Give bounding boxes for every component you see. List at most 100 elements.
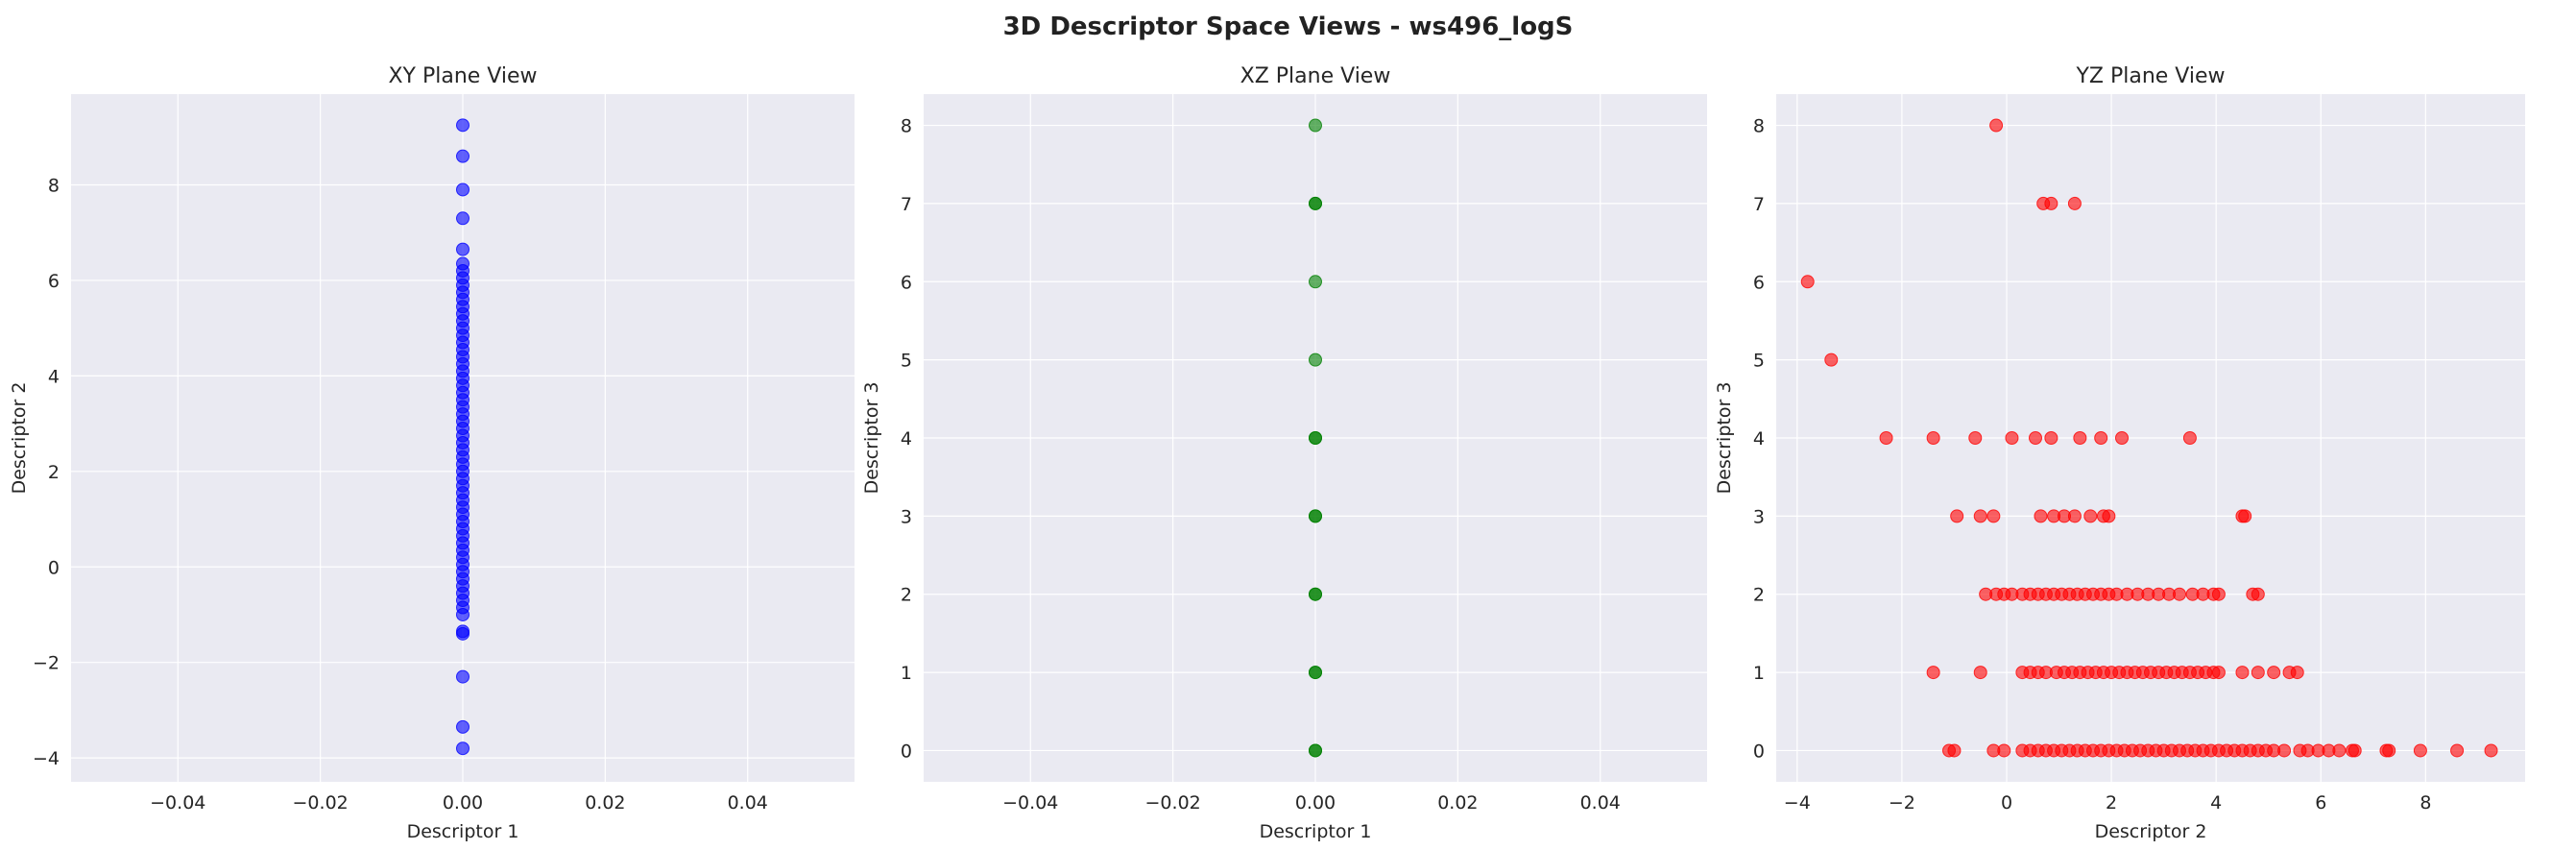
data-point: [2067, 509, 2082, 523]
data-point: [456, 741, 469, 756]
data-point: [2034, 509, 2048, 523]
x-tick-label: 0.04: [1580, 792, 1621, 814]
data-point: [2251, 666, 2265, 680]
y-tick-label: 2: [1753, 585, 1765, 606]
y-tick-label: 0: [48, 557, 60, 578]
data-point: [2094, 431, 2108, 445]
x-tick-label: 0.02: [585, 792, 625, 814]
data-point: [1309, 196, 1322, 210]
data-point: [2102, 509, 2116, 523]
y-tick-label: 5: [1753, 351, 1765, 372]
subplot-title: XZ Plane View: [1240, 64, 1391, 88]
data-point: [456, 118, 469, 133]
data-point: [456, 669, 469, 684]
data-point: [1997, 743, 2011, 758]
y-tick-label: 3: [1753, 506, 1765, 527]
scatter-points: [1309, 118, 1322, 758]
data-point: [2235, 666, 2250, 680]
data-point: [2029, 431, 2042, 445]
y-tick-label: 7: [901, 194, 912, 215]
data-point: [1926, 431, 1940, 445]
y-tick-label: 1: [901, 663, 912, 684]
data-point: [2211, 666, 2226, 680]
y-tick-label: 3: [901, 506, 912, 527]
data-point: [2290, 666, 2304, 680]
data-point: [2382, 743, 2396, 758]
data-point: [2251, 587, 2265, 601]
data-point: [2182, 431, 2197, 445]
subplot-title: YZ Plane View: [2075, 64, 2225, 88]
data-point: [2044, 196, 2058, 210]
y-tick-label: 8: [48, 175, 60, 196]
data-point: [2484, 743, 2498, 758]
scatter-points: [1800, 118, 2498, 758]
data-point: [1309, 743, 1322, 758]
subplot-1: −0.04 −0.02 0.00 0.02 0.04 −4 −2 0 2 4 6 8 XY Plane …: [9, 64, 855, 842]
x-axis-label: Descriptor 1: [407, 821, 519, 842]
y-tick-label: −4: [33, 748, 60, 769]
y-tick-label: 6: [48, 271, 60, 292]
data-point: [456, 607, 469, 621]
y-tick-label: 7: [1753, 194, 1765, 215]
data-point: [456, 719, 469, 734]
data-point: [1950, 509, 1964, 523]
x-tick-label: 0: [2001, 792, 2012, 814]
subplot-panels: −0.04 −0.02 0.00 0.02 0.04 −4 −2 0 2 4 6 8 XY Plane …: [9, 64, 2525, 842]
data-point: [1879, 431, 1893, 445]
y-axis-label: Descriptor 3: [1714, 382, 1735, 495]
y-tick-label: 8: [901, 116, 912, 137]
y-tick-label: 6: [901, 272, 912, 293]
x-tick-label: 6: [2315, 792, 2326, 814]
y-tick-label: 6: [1753, 272, 1765, 293]
y-tick-label: 4: [1753, 428, 1765, 449]
scatter-points: [456, 118, 469, 756]
x-axis-label: Descriptor 1: [1260, 821, 1372, 842]
data-point: [2332, 743, 2347, 758]
y-tick-label: 4: [901, 428, 912, 449]
data-point: [2044, 431, 2058, 445]
data-point: [2277, 743, 2292, 758]
y-axis-label: Descriptor 2: [9, 382, 30, 495]
subplot-title: XY Plane View: [388, 64, 537, 88]
x-tick-label: 4: [2210, 792, 2222, 814]
y-tick-label: 8: [1753, 116, 1765, 137]
y-tick-label: 1: [1753, 663, 1765, 684]
data-point: [2073, 431, 2087, 445]
data-point: [1973, 509, 1987, 523]
data-point: [1926, 666, 1940, 680]
data-point: [2083, 509, 2098, 523]
data-point: [2450, 743, 2465, 758]
x-tick-label: −0.04: [1002, 792, 1058, 814]
data-point: [456, 242, 469, 256]
y-tick-label: 0: [1753, 741, 1765, 762]
x-tick-label: 0.00: [1295, 792, 1336, 814]
data-point: [2267, 666, 2281, 680]
y-tick-label: 0: [901, 741, 912, 762]
y-tick-label: 4: [48, 366, 60, 387]
data-point: [456, 211, 469, 226]
data-point: [1824, 352, 1839, 367]
x-tick-label: −0.02: [1145, 792, 1201, 814]
data-point: [456, 626, 469, 641]
y-tick-label: 5: [901, 351, 912, 372]
y-axis-label: Descriptor 3: [861, 382, 882, 495]
x-tick-label: −2: [1889, 792, 1915, 814]
x-axis-label: Descriptor 2: [2095, 821, 2207, 842]
subplot-3: −4 −2 0 2 4 6 8 0 1 2 3 4 5 6 7 8 YZ Plane View Descripto…: [1714, 64, 2525, 842]
x-tick-label: 2: [2106, 792, 2117, 814]
x-tick-label: 0.00: [443, 792, 483, 814]
data-point: [1309, 275, 1322, 289]
data-point: [1309, 666, 1322, 680]
y-tick-label: 2: [901, 585, 912, 606]
data-point: [1973, 666, 1987, 680]
data-point: [456, 149, 469, 163]
x-tick-label: −0.02: [293, 792, 349, 814]
data-point: [1800, 275, 1815, 289]
data-point: [1986, 509, 2001, 523]
subplot-2: −0.04 −0.02 0.00 0.02 0.04 0 1 2 3 4 5 6 7 8 XZ Plane …: [861, 64, 1707, 842]
data-point: [1947, 743, 1962, 758]
data-point: [1968, 431, 1983, 445]
data-point: [2067, 196, 2082, 210]
figure-title: 3D Descriptor Space Views - ws496_logS: [1003, 12, 1574, 41]
